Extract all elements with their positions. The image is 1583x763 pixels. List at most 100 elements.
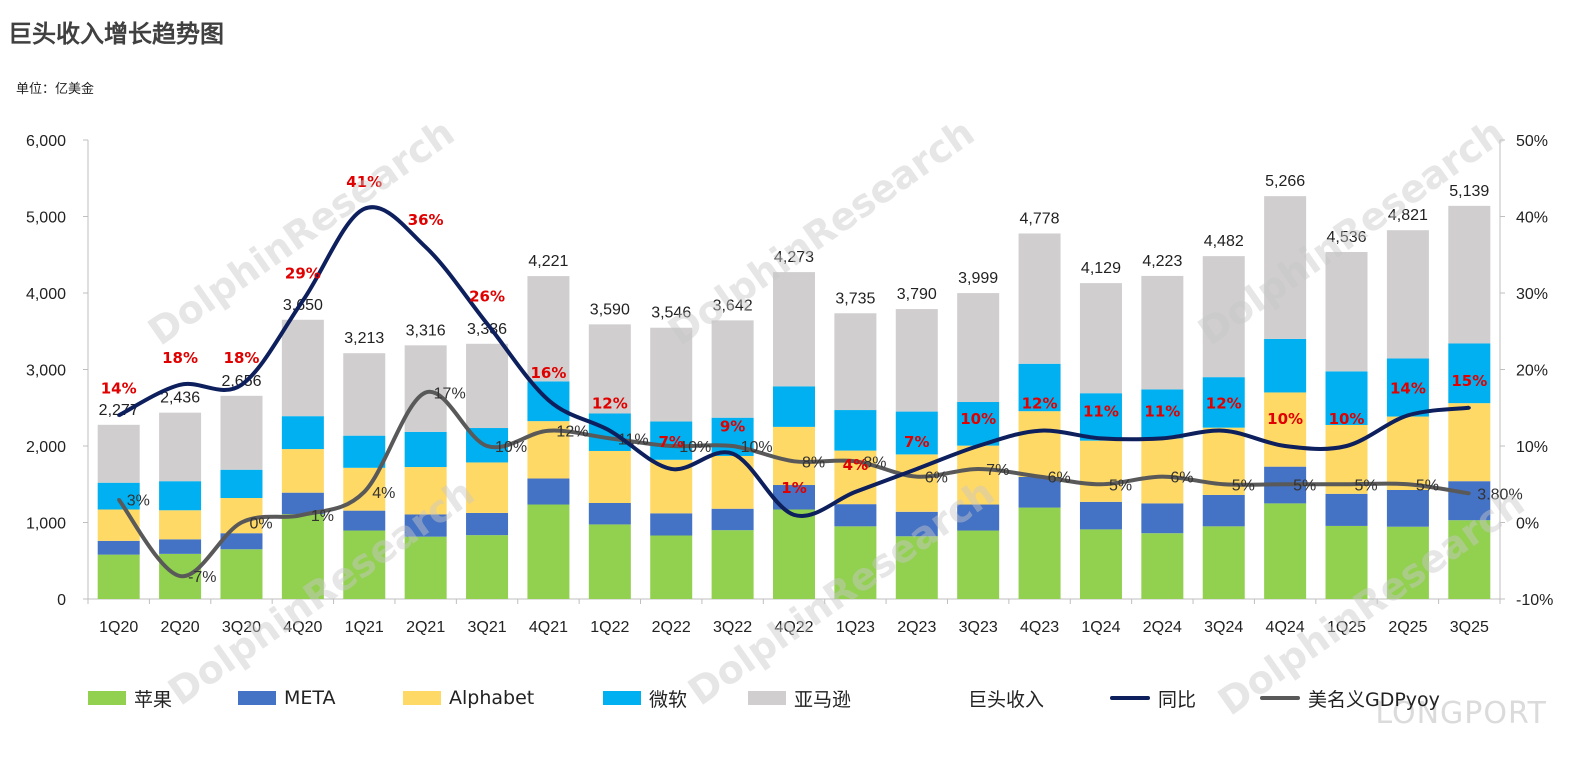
bar-segment-apple xyxy=(1264,503,1307,599)
gdp-yoy-label: 5% xyxy=(1109,477,1132,494)
yoy-label: 16% xyxy=(530,364,566,382)
total-label: 3,642 xyxy=(713,297,753,314)
bar-segment-amazon xyxy=(957,293,1000,403)
x-tick-label: 2Q23 xyxy=(897,619,936,636)
gdp-yoy-label: 6% xyxy=(925,470,948,487)
bar-segment-microsoft xyxy=(159,481,202,511)
gdp-yoy-point xyxy=(1283,482,1287,486)
gdp-yoy-label: 8% xyxy=(802,454,825,471)
bar-segment-meta xyxy=(1018,476,1061,508)
bar-segment-microsoft xyxy=(1264,338,1307,393)
bar-segment-apple xyxy=(773,509,815,599)
gdp-yoy-point xyxy=(424,390,428,394)
gdp-yoy-label: 5% xyxy=(1293,477,1316,494)
yoy-label: 36% xyxy=(408,211,444,229)
bar-segment-meta xyxy=(1079,501,1122,530)
y-right-tick-label: 50% xyxy=(1516,133,1548,150)
bar-segment-amazon xyxy=(527,276,570,382)
gdp-yoy-label: 0% xyxy=(249,516,272,533)
bar-segment-apple xyxy=(343,530,386,599)
yoy-point xyxy=(546,398,550,402)
legend-swatch-apple xyxy=(88,691,126,705)
gdp-yoy-point xyxy=(546,429,550,433)
yoy-label: 14% xyxy=(1390,379,1426,397)
x-tick-label: 3Q23 xyxy=(959,619,998,636)
yoy-label: 12% xyxy=(1022,395,1058,413)
bar-segment-microsoft xyxy=(404,431,447,468)
gdp-yoy-label: 10% xyxy=(741,439,773,456)
bar-segment-apple xyxy=(1141,533,1184,599)
gdp-yoy-point xyxy=(731,444,735,448)
bar-segment-alphabet xyxy=(957,445,1000,505)
bar-segment-apple xyxy=(588,524,631,599)
bar-segment-apple xyxy=(650,535,693,599)
gdp-yoy-label: 5% xyxy=(1232,477,1255,494)
gdp-yoy-label: 10% xyxy=(495,439,527,456)
legend-swatch-meta xyxy=(238,691,276,705)
y-left-tick-label: 2,000 xyxy=(26,439,66,456)
bar-segment-meta xyxy=(343,510,386,531)
bar-segment-apple xyxy=(1448,520,1491,599)
gdp-yoy-point xyxy=(1345,482,1349,486)
bar-segment-alphabet xyxy=(1448,403,1491,482)
bar-segment-amazon xyxy=(1386,230,1429,359)
gdp-yoy-point xyxy=(1038,475,1042,479)
yoy-point xyxy=(117,413,121,417)
bar-segment-meta xyxy=(650,513,693,536)
total-label: 3,999 xyxy=(958,270,998,287)
yoy-point xyxy=(1283,444,1287,448)
bar-segment-alphabet xyxy=(588,450,631,503)
gdp-yoy-label: 4% xyxy=(372,485,395,502)
bar-segment-amazon xyxy=(281,319,324,417)
bar-segment-meta xyxy=(895,511,938,537)
x-tick-label: 2Q22 xyxy=(652,619,691,636)
bar-segment-microsoft xyxy=(957,402,1000,446)
bar-segment-alphabet xyxy=(159,510,202,540)
gdp-yoy-point xyxy=(976,467,980,471)
yoy-label: 10% xyxy=(960,410,996,428)
y-right-tick-label: 20% xyxy=(1516,363,1548,380)
gdp-yoy-point xyxy=(1406,482,1410,486)
x-tick-label: 4Q20 xyxy=(283,619,322,636)
yoy-label: 15% xyxy=(1451,372,1487,390)
bar-segment-microsoft xyxy=(1386,358,1429,417)
legend-item-alphabet: Alphabet xyxy=(403,684,534,712)
yoy-point xyxy=(915,467,919,471)
bar-segment-apple xyxy=(527,504,570,599)
x-tick-label: 4Q21 xyxy=(529,619,568,636)
y-left-tick-label: 5,000 xyxy=(26,210,66,227)
yoy-label: 26% xyxy=(469,288,505,306)
bar-segment-apple xyxy=(1202,526,1245,599)
legend-swatch-yoy xyxy=(1110,696,1150,700)
yoy-point xyxy=(1038,429,1042,433)
bar-segment-amazon xyxy=(220,395,263,470)
y-right-tick-label: 30% xyxy=(1516,286,1548,303)
total-label: 3,790 xyxy=(897,286,937,303)
bar-segment-alphabet xyxy=(1386,416,1429,490)
bar-segment-alphabet xyxy=(281,449,324,493)
gdp-yoy-point xyxy=(178,574,182,578)
gdp-yoy-point xyxy=(301,513,305,517)
bar-segment-meta xyxy=(404,514,447,537)
bar-segment-apple xyxy=(1386,526,1429,599)
x-tick-label: 3Q22 xyxy=(713,619,752,636)
legend-item-apple: 苹果 xyxy=(88,684,172,712)
page-title: 巨头收入增长趋势图 xyxy=(8,20,224,48)
bar-segment-alphabet xyxy=(773,426,815,486)
bar-segment-amazon xyxy=(588,324,631,414)
total-label: 2,656 xyxy=(221,373,261,390)
yoy-label: 18% xyxy=(224,349,260,367)
total-label: 2,436 xyxy=(160,390,200,407)
y-left-tick-label: 3,000 xyxy=(26,363,66,380)
yoy-point xyxy=(669,467,673,471)
legend-label-alphabet: Alphabet xyxy=(449,687,535,709)
x-tick-label: 4Q22 xyxy=(774,619,813,636)
bar-segment-meta xyxy=(159,539,202,554)
gdp-yoy-label: 5% xyxy=(1355,477,1378,494)
yoy-point xyxy=(976,444,980,448)
bar-segment-meta xyxy=(1325,493,1368,526)
total-label: 4,536 xyxy=(1326,229,1366,246)
gdp-yoy-label: 6% xyxy=(1048,470,1071,487)
yoy-point xyxy=(1345,444,1349,448)
bar-segment-amazon xyxy=(650,327,693,422)
